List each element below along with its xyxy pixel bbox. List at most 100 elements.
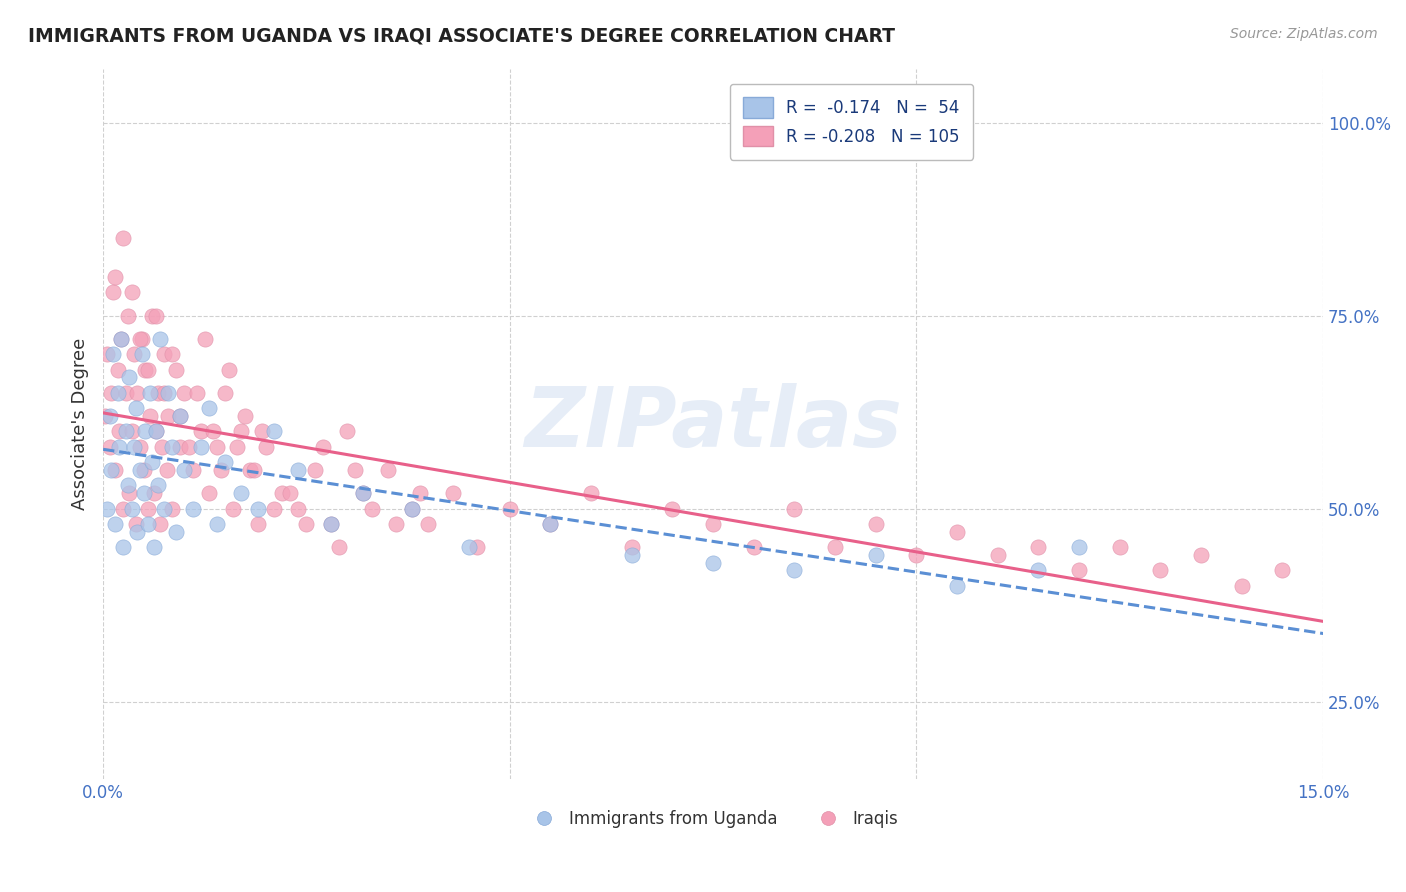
Point [127,385,149,400]
Point [121,425,143,439]
Text: ZIPatlas: ZIPatlas [524,384,903,464]
Point [1069,563,1091,577]
Point [271,486,294,500]
Point [205,517,228,532]
Point [1108,541,1130,555]
Point [149,332,172,346]
Point [181,501,204,516]
Point [263,501,285,516]
Point [101,285,124,300]
Point [136,362,159,376]
Point [128,440,150,454]
Point [136,501,159,516]
Point [946,579,969,593]
Point [131,332,153,346]
Point [946,524,969,539]
Point [110,332,132,346]
Point [702,517,724,532]
Point [145,425,167,439]
Point [1230,579,1253,593]
Point [115,425,138,439]
Point [231,486,253,500]
Point [198,401,221,416]
Point [352,486,374,500]
Point [287,501,309,516]
Point [295,517,318,532]
Point [226,440,249,454]
Point [128,463,150,477]
Point [190,440,212,454]
Point [132,463,155,477]
Point [181,463,204,477]
Point [409,486,432,500]
Point [112,231,135,245]
Point [218,362,240,376]
Point [145,425,167,439]
Point [101,347,124,361]
Point [100,463,122,477]
Point [153,347,176,361]
Point [865,548,887,562]
Point [352,486,374,500]
Point [214,385,236,400]
Point [150,440,173,454]
Point [278,486,301,500]
Point [336,425,359,439]
Point [153,385,176,400]
Point [1069,541,1091,555]
Point [458,541,481,555]
Point [121,285,143,300]
Point [702,556,724,570]
Legend: Immigrants from Uganda, Iraqis: Immigrants from Uganda, Iraqis [522,803,905,835]
Point [139,385,162,400]
Point [107,385,129,400]
Point [540,517,562,532]
Point [579,486,602,500]
Point [401,501,423,516]
Point [134,362,156,376]
Point [162,501,184,516]
Point [246,517,269,532]
Point [153,501,176,516]
Point [231,425,253,439]
Point [148,478,170,492]
Point [134,425,156,439]
Point [287,463,309,477]
Point [96,347,118,361]
Point [385,517,408,532]
Text: Source: ZipAtlas.com: Source: ZipAtlas.com [1230,27,1378,41]
Point [254,440,277,454]
Point [98,409,121,423]
Point [112,501,135,516]
Point [108,425,131,439]
Point [205,440,228,454]
Point [177,440,200,454]
Point [122,347,145,361]
Point [162,347,184,361]
Point [190,425,212,439]
Point [131,347,153,361]
Point [124,401,146,416]
Point [401,501,423,516]
Point [824,541,846,555]
Point [100,385,122,400]
Point [1149,563,1171,577]
Point [1271,563,1294,577]
Point [132,486,155,500]
Point [360,501,382,516]
Point [122,440,145,454]
Point [319,517,342,532]
Point [112,541,135,555]
Point [319,517,342,532]
Point [118,486,141,500]
Point [1028,541,1050,555]
Point [344,463,367,477]
Point [214,455,236,469]
Point [418,517,440,532]
Point [115,385,138,400]
Point [162,440,184,454]
Point [465,541,488,555]
Text: IMMIGRANTS FROM UGANDA VS IRAQI ASSOCIATE'S DEGREE CORRELATION CHART: IMMIGRANTS FROM UGANDA VS IRAQI ASSOCIAT… [28,27,896,45]
Point [127,524,149,539]
Point [620,548,643,562]
